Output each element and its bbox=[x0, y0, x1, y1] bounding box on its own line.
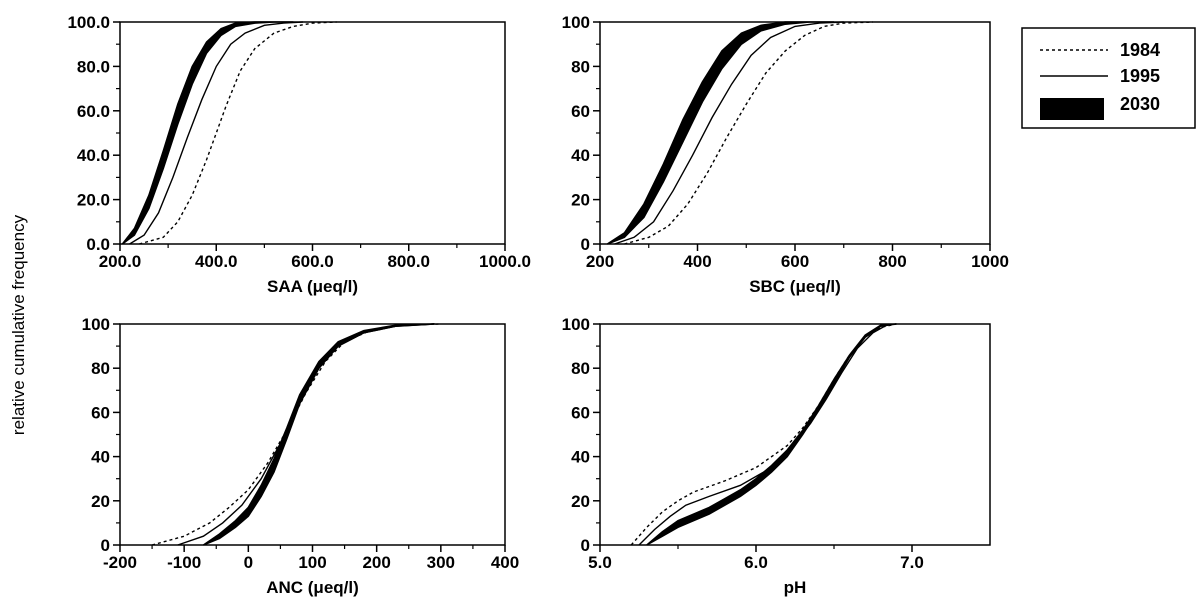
saa-ytick-label: 40.0 bbox=[77, 146, 110, 165]
sbc-series-1995-line bbox=[614, 21, 844, 245]
ph-ytick-label: 80 bbox=[571, 359, 590, 378]
ph-ytick-label: 60 bbox=[571, 403, 590, 422]
anc-ytick-label: 40 bbox=[91, 448, 110, 467]
ph-xtick-label: 7.0 bbox=[900, 553, 924, 572]
ph-series-2030-band bbox=[646, 323, 897, 546]
saa-xtick-label: 400.0 bbox=[195, 252, 238, 271]
saa-ytick-label: 100.0 bbox=[67, 13, 110, 32]
ph-ytick-label: 20 bbox=[571, 492, 590, 511]
sbc-series-2030-band bbox=[606, 21, 834, 245]
sbc-ytick-label: 100 bbox=[562, 13, 590, 32]
sbc-ytick-label: 20 bbox=[571, 191, 590, 210]
anc-xtick-label: 400 bbox=[491, 553, 519, 572]
sbc-xtick-label: 1000 bbox=[971, 252, 1009, 271]
anc-xtick-label: 100 bbox=[298, 553, 326, 572]
saa-xtick-label: 600.0 bbox=[291, 252, 334, 271]
anc-series-2030-band bbox=[202, 323, 435, 546]
panel-ph: 0 20 40 60 80 100 5.0 6.0 7.0 pH bbox=[562, 315, 991, 597]
sbc-ytick-label: 60 bbox=[571, 102, 590, 121]
panel-sbc: 0 20 40 60 80 100 200 400 600 800 1000 SBC (μeq/l) bbox=[562, 13, 1009, 296]
ph-xtick-label: 6.0 bbox=[744, 553, 768, 572]
ph-plot-frame bbox=[599, 323, 991, 546]
saa-series-1995-line bbox=[129, 21, 303, 245]
anc-xtick-label: -100 bbox=[167, 553, 201, 572]
saa-ytick-label: 0.0 bbox=[86, 235, 110, 254]
y-axis-label: relative cumulative frequency bbox=[9, 214, 28, 435]
anc-ytick-label: 0 bbox=[101, 536, 110, 555]
ph-x-axis-label: pH bbox=[784, 578, 807, 597]
saa-ytick-label: 80.0 bbox=[77, 57, 110, 76]
legend-label-2030: 2030 bbox=[1120, 94, 1160, 114]
legend-label-1995: 1995 bbox=[1120, 66, 1160, 86]
sbc-xtick-label: 400 bbox=[683, 252, 711, 271]
anc-series-1995-line bbox=[177, 323, 435, 546]
saa-x-axis-label: SAA (μeq/l) bbox=[267, 277, 358, 296]
sbc-series-1984-line bbox=[624, 21, 874, 245]
sbc-ytick-label: 80 bbox=[571, 57, 590, 76]
sbc-xtick-label: 600 bbox=[781, 252, 809, 271]
saa-series-2030-band bbox=[121, 21, 294, 245]
anc-series-1984-line bbox=[151, 323, 441, 546]
anc-x-axis-label: ANC (μeq/l) bbox=[266, 578, 359, 597]
anc-xtick-label: 0 bbox=[244, 553, 253, 572]
ph-xtick-label: 5.0 bbox=[588, 553, 612, 572]
ph-ytick-label: 100 bbox=[562, 315, 590, 334]
panel-anc: 0 20 40 60 80 100 -200 -100 0 100 200 300 400 ANC (μe… bbox=[82, 315, 520, 597]
sbc-plot-frame bbox=[599, 21, 991, 245]
anc-ytick-label: 20 bbox=[91, 492, 110, 511]
anc-xtick-label: 200 bbox=[362, 553, 390, 572]
panel-saa: 0.0 20.0 40.0 60.0 80.0 100.0 200.0 400.0 600.0 8… bbox=[67, 13, 531, 296]
anc-ytick-label: 100 bbox=[82, 315, 110, 334]
ph-series-1984-line bbox=[630, 323, 897, 546]
anc-ytick-label: 80 bbox=[91, 359, 110, 378]
saa-plot-frame bbox=[119, 21, 506, 245]
saa-ytick-label: 20.0 bbox=[77, 191, 110, 210]
legend-swatch-2030 bbox=[1040, 98, 1104, 120]
anc-plot-frame bbox=[119, 323, 506, 546]
saa-xtick-label: 800.0 bbox=[387, 252, 430, 271]
legend-label-1984: 1984 bbox=[1120, 40, 1160, 60]
anc-xtick-label: -200 bbox=[103, 553, 137, 572]
anc-ytick-label: 60 bbox=[91, 403, 110, 422]
ph-ytick-label: 0 bbox=[581, 536, 590, 555]
sbc-x-axis-label: SBC (μeq/l) bbox=[749, 277, 841, 296]
ph-ytick-label: 40 bbox=[571, 448, 590, 467]
sbc-xtick-label: 200 bbox=[586, 252, 614, 271]
sbc-ytick-label: 40 bbox=[571, 146, 590, 165]
saa-xtick-label: 1000.0 bbox=[479, 252, 531, 271]
ph-series-1995-line bbox=[638, 323, 889, 546]
sbc-ytick-label: 0 bbox=[581, 235, 590, 254]
anc-xtick-label: 300 bbox=[427, 553, 455, 572]
legend: 1984 1995 2030 bbox=[1021, 27, 1196, 129]
sbc-xtick-label: 800 bbox=[878, 252, 906, 271]
saa-xtick-label: 200.0 bbox=[99, 252, 142, 271]
saa-ytick-label: 60.0 bbox=[77, 102, 110, 121]
